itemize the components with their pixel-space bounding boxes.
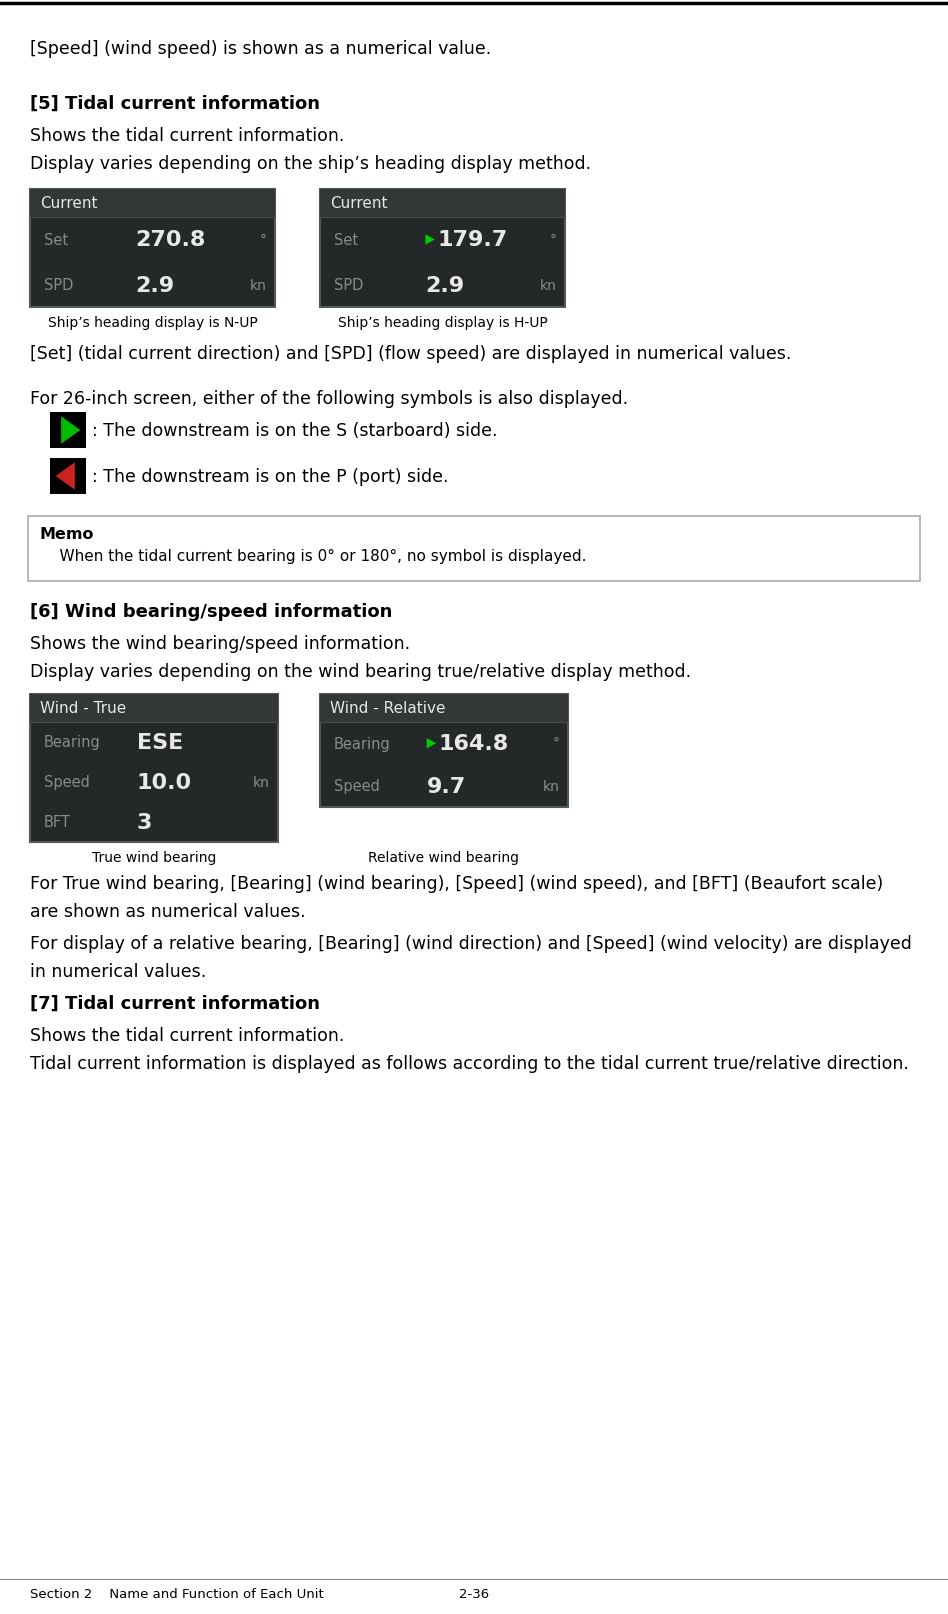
Text: Display varies depending on the ship’s heading display method.: Display varies depending on the ship’s h… bbox=[30, 155, 592, 173]
Text: Bearing: Bearing bbox=[44, 734, 100, 751]
Text: 2.9: 2.9 bbox=[426, 276, 465, 295]
Text: kn: kn bbox=[543, 780, 560, 792]
Text: 2-36: 2-36 bbox=[459, 1587, 489, 1599]
Text: Shows the wind bearing/speed information.: Shows the wind bearing/speed information… bbox=[30, 634, 410, 652]
Text: Tidal current information is displayed as follows according to the tidal current: Tidal current information is displayed a… bbox=[30, 1054, 909, 1072]
Text: kn: kn bbox=[540, 278, 557, 292]
Text: Memo: Memo bbox=[40, 526, 95, 542]
Text: in numerical values.: in numerical values. bbox=[30, 962, 207, 980]
Text: °: ° bbox=[260, 234, 267, 247]
Text: Current: Current bbox=[330, 197, 388, 211]
Polygon shape bbox=[62, 416, 81, 444]
Polygon shape bbox=[426, 236, 435, 245]
Bar bbox=[30, 190, 275, 308]
Text: ESE: ESE bbox=[137, 733, 183, 752]
Text: BFT: BFT bbox=[44, 815, 71, 830]
Text: [5] Tidal current information: [5] Tidal current information bbox=[30, 95, 320, 113]
Text: SPD: SPD bbox=[334, 278, 363, 292]
Text: °: ° bbox=[550, 234, 557, 247]
Polygon shape bbox=[427, 739, 436, 749]
Text: Display varies depending on the wind bearing true/relative display method.: Display varies depending on the wind bea… bbox=[30, 663, 691, 681]
Text: [Set] (tidal current direction) and [SPD] (flow speed) are displayed in numerica: [Set] (tidal current direction) and [SPD… bbox=[30, 345, 792, 363]
Bar bbox=[50, 413, 86, 449]
Text: For display of a relative bearing, [Bearing] (wind direction) and [Speed] (wind : For display of a relative bearing, [Bear… bbox=[30, 935, 912, 952]
Text: Relative wind bearing: Relative wind bearing bbox=[369, 851, 520, 865]
Text: [Speed] (wind speed) is shown as a numerical value.: [Speed] (wind speed) is shown as a numer… bbox=[30, 40, 491, 58]
Bar bbox=[50, 458, 86, 495]
Text: True wind bearing: True wind bearing bbox=[92, 851, 216, 865]
Text: 9.7: 9.7 bbox=[427, 776, 465, 796]
Bar bbox=[30, 694, 278, 843]
Text: are shown as numerical values.: are shown as numerical values. bbox=[30, 902, 305, 920]
Text: Set: Set bbox=[44, 232, 68, 249]
Text: Ship’s heading display is N-UP: Ship’s heading display is N-UP bbox=[47, 316, 257, 329]
Text: SPD: SPD bbox=[44, 278, 73, 292]
Text: °: ° bbox=[553, 738, 560, 751]
Bar bbox=[30, 190, 275, 218]
Text: : The downstream is on the P (port) side.: : The downstream is on the P (port) side… bbox=[92, 468, 448, 486]
Text: For True wind bearing, [Bearing] (wind bearing), [Speed] (wind speed), and [BFT]: For True wind bearing, [Bearing] (wind b… bbox=[30, 875, 884, 893]
Text: Speed: Speed bbox=[44, 775, 90, 789]
Text: kn: kn bbox=[253, 775, 270, 789]
Text: Set: Set bbox=[334, 232, 358, 249]
Text: Wind - Relative: Wind - Relative bbox=[330, 700, 446, 717]
Text: When the tidal current bearing is 0° or 180°, no symbol is displayed.: When the tidal current bearing is 0° or … bbox=[40, 549, 587, 563]
Bar bbox=[30, 694, 278, 723]
Text: Shows the tidal current information.: Shows the tidal current information. bbox=[30, 128, 344, 145]
Text: [6] Wind bearing/speed information: [6] Wind bearing/speed information bbox=[30, 602, 392, 621]
Text: For 26-inch screen, either of the following symbols is also displayed.: For 26-inch screen, either of the follow… bbox=[30, 389, 629, 408]
Text: Current: Current bbox=[40, 197, 98, 211]
Text: Shows the tidal current information.: Shows the tidal current information. bbox=[30, 1027, 344, 1044]
Text: Speed: Speed bbox=[334, 780, 380, 794]
Text: Section 2    Name and Function of Each Unit: Section 2 Name and Function of Each Unit bbox=[30, 1587, 324, 1599]
Polygon shape bbox=[56, 463, 75, 491]
Bar bbox=[320, 694, 568, 807]
Text: : The downstream is on the S (starboard) side.: : The downstream is on the S (starboard)… bbox=[92, 421, 498, 439]
Text: 2.9: 2.9 bbox=[136, 276, 174, 295]
Text: Ship’s heading display is H-UP: Ship’s heading display is H-UP bbox=[337, 316, 547, 329]
Text: 164.8: 164.8 bbox=[439, 734, 509, 754]
Text: Bearing: Bearing bbox=[334, 736, 391, 751]
Text: 179.7: 179.7 bbox=[437, 231, 507, 250]
Bar bbox=[28, 516, 920, 581]
Text: Wind - True: Wind - True bbox=[40, 700, 126, 717]
Text: 270.8: 270.8 bbox=[136, 231, 206, 250]
Bar bbox=[320, 694, 568, 723]
Bar bbox=[320, 190, 565, 308]
Text: [7] Tidal current information: [7] Tidal current information bbox=[30, 994, 320, 1012]
Text: kn: kn bbox=[250, 278, 267, 292]
Bar bbox=[320, 190, 565, 218]
Text: 10.0: 10.0 bbox=[137, 773, 191, 792]
Text: 3: 3 bbox=[137, 812, 152, 833]
